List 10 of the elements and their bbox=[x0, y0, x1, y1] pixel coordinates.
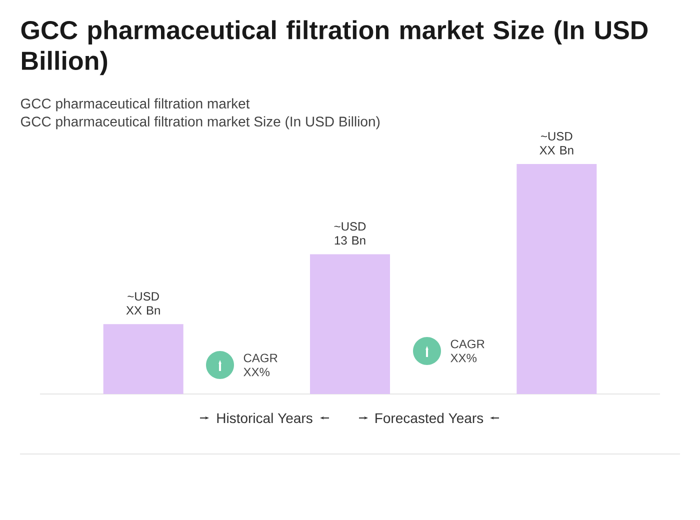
text: Historical Years bbox=[217, 412, 312, 424]
chart-title: GCC pharmaceutical filtration market Size (In USD Billion) bbox=[21, 20, 648, 76]
chart-subtitle: GCC pharmaceutical filtration market bbox=[20, 98, 250, 112]
data-label: ~USD XX Bn bbox=[540, 132, 574, 154]
annotation: CAGR XX% bbox=[244, 354, 278, 376]
annotation: CAGR XX% bbox=[450, 340, 484, 362]
data-label: ~USD 13 Bn bbox=[334, 222, 366, 245]
text: Forecasted Years bbox=[376, 412, 484, 424]
data-label: ~USD XX Bn bbox=[126, 292, 160, 315]
text: GCC pharmaceutical filtration market Size (In USD Billion) bbox=[20, 116, 380, 130]
